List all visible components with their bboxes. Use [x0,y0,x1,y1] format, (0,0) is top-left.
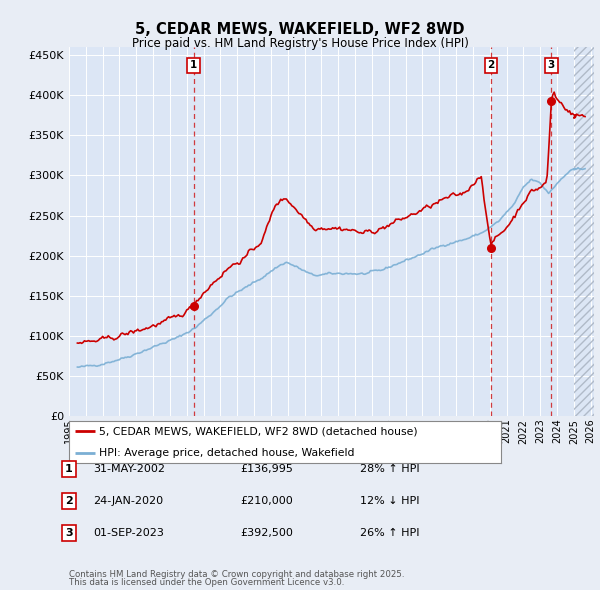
Text: 3: 3 [65,528,73,537]
Text: £392,500: £392,500 [240,528,293,537]
Text: 5, CEDAR MEWS, WAKEFIELD, WF2 8WD: 5, CEDAR MEWS, WAKEFIELD, WF2 8WD [135,22,465,37]
Text: £210,000: £210,000 [240,496,293,506]
Text: 2: 2 [487,60,494,70]
Text: 31-MAY-2002: 31-MAY-2002 [93,464,165,474]
Bar [574,47,594,416]
Text: HPI: Average price, detached house, Wakefield: HPI: Average price, detached house, Wake… [99,448,355,457]
Text: Price paid vs. HM Land Registry's House Price Index (HPI): Price paid vs. HM Land Registry's House … [131,37,469,50]
Text: 1: 1 [65,464,73,474]
Text: 01-SEP-2023: 01-SEP-2023 [93,528,164,537]
Bar [574,47,594,416]
Text: 26% ↑ HPI: 26% ↑ HPI [360,528,419,537]
Text: £136,995: £136,995 [240,464,293,474]
Text: 1: 1 [190,60,197,70]
Bar [574,47,594,416]
Text: 2: 2 [65,496,73,506]
Text: 28% ↑ HPI: 28% ↑ HPI [360,464,419,474]
Text: 12% ↓ HPI: 12% ↓ HPI [360,496,419,506]
Text: This data is licensed under the Open Government Licence v3.0.: This data is licensed under the Open Gov… [69,578,344,587]
Text: Contains HM Land Registry data © Crown copyright and database right 2025.: Contains HM Land Registry data © Crown c… [69,571,404,579]
Text: 5, CEDAR MEWS, WAKEFIELD, WF2 8WD (detached house): 5, CEDAR MEWS, WAKEFIELD, WF2 8WD (detac… [99,427,418,436]
Text: 3: 3 [548,60,555,70]
Text: 24-JAN-2020: 24-JAN-2020 [93,496,163,506]
